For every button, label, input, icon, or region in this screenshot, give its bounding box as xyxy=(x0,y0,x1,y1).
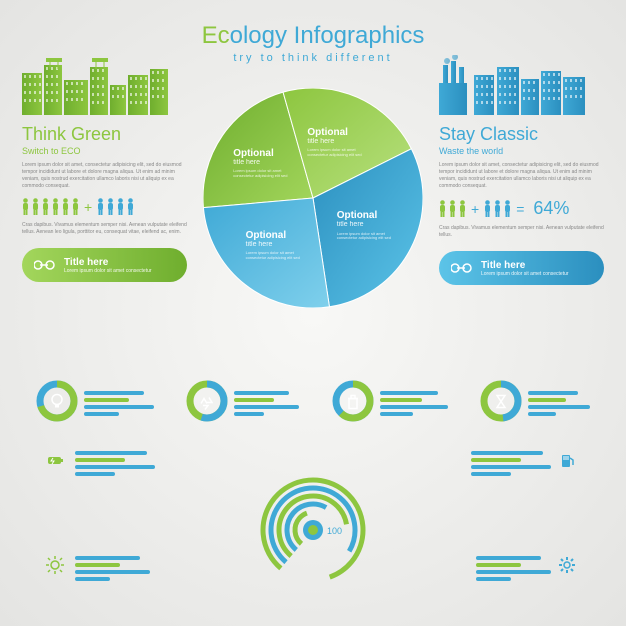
donut-item xyxy=(36,380,154,427)
pie-slice-label: Optionaltitle hereLorem ipsum dolor sit … xyxy=(233,148,291,179)
icon-group xyxy=(476,555,581,582)
donut xyxy=(36,380,78,427)
pill-right: Title here Lorem ipsum dolor sit amet co… xyxy=(439,251,604,285)
radial-label: 100 xyxy=(327,526,342,536)
people-row-right: +=64% xyxy=(439,198,604,219)
bars xyxy=(380,391,448,416)
recycle-icon xyxy=(197,391,217,416)
bars xyxy=(75,451,155,476)
link-icon xyxy=(34,257,56,273)
people-row-left: + xyxy=(22,198,187,216)
bars xyxy=(471,451,551,476)
icon-group xyxy=(45,450,155,477)
donut xyxy=(480,380,522,427)
left-people-lorem: Cras dapibus. Vivamus elementum semper n… xyxy=(22,222,187,236)
bars xyxy=(84,391,154,416)
pie-slice-label: Optionaltitle hereLorem ipsum dolor sit … xyxy=(307,127,365,158)
bars xyxy=(75,556,150,581)
left-heading: Think Green xyxy=(22,124,187,145)
pill-right-title: Title here xyxy=(481,260,569,271)
pie-slice-label: Optionaltitle hereLorem ipsum dolor sit … xyxy=(246,230,304,261)
right-people-lorem: Cras dapibus. Vivamus elementum semper n… xyxy=(439,225,604,239)
pill-left-title: Title here xyxy=(64,257,152,268)
donut-item xyxy=(332,380,448,427)
right-lorem: Lorem ipsum dolor sit amet, consectetur … xyxy=(439,162,604,190)
pill-right-desc: Lorem ipsum dolor sit amet consectetur xyxy=(481,271,569,277)
radial-chart: 100 xyxy=(248,455,378,590)
bars xyxy=(476,556,551,581)
bars xyxy=(234,391,299,416)
hourglass-icon xyxy=(491,391,511,416)
sun-icon xyxy=(45,555,69,582)
pill-left: Title here Lorem ipsum dolor sit amet co… xyxy=(22,248,187,282)
link-icon xyxy=(451,260,473,276)
city-green-icon xyxy=(22,55,172,115)
left-column: Think Green Switch to ECO Lorem ipsum do… xyxy=(22,55,187,282)
pill-left-desc: Lorem ipsum dolor sit amet consectetur xyxy=(64,268,152,274)
fuel-icon xyxy=(557,450,581,477)
bulb-icon xyxy=(47,391,67,416)
right-heading: Stay Classic xyxy=(439,124,604,145)
right-subheading: Waste the world xyxy=(439,146,604,156)
left-subheading: Switch to ECO xyxy=(22,146,187,156)
bars xyxy=(528,391,590,416)
donut xyxy=(186,380,228,427)
donut-item xyxy=(480,380,590,427)
page-title: Ecology Infographics xyxy=(0,22,626,50)
icon-group xyxy=(45,555,150,582)
gear-icon xyxy=(557,555,581,582)
battery-icon xyxy=(45,450,69,477)
left-lorem: Lorem ipsum dolor sit amet, consectetur … xyxy=(22,162,187,190)
donut-row xyxy=(0,380,626,427)
pie-slice-label: Optionaltitle hereLorem ipsum dolor sit … xyxy=(337,210,395,241)
trash-icon xyxy=(343,391,363,416)
pie-chart: Optionaltitle hereLorem ipsum dolor sit … xyxy=(203,88,423,313)
donut xyxy=(332,380,374,427)
icon-group xyxy=(471,450,581,477)
donut-item xyxy=(186,380,299,427)
right-column: Stay Classic Waste the world Lorem ipsum… xyxy=(439,55,604,285)
factory-blue-icon xyxy=(439,55,589,115)
